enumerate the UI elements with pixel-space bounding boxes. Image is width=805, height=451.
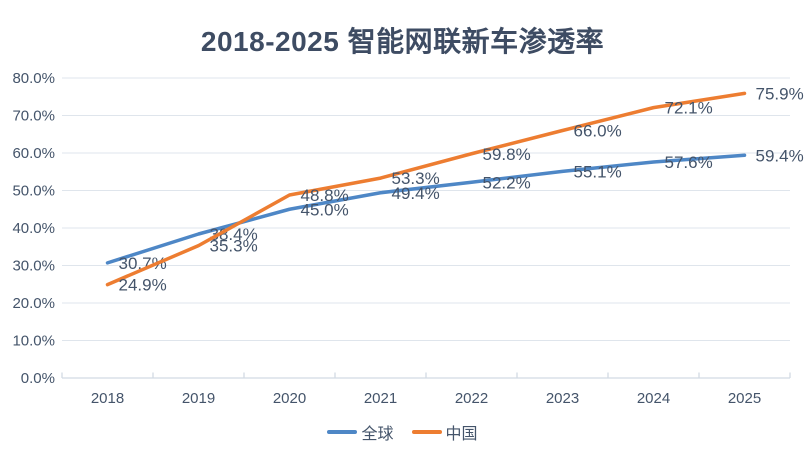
data-label: 24.9%	[119, 276, 167, 295]
series-line-china	[105, 91, 747, 287]
x-axis-tick-label: 2025	[728, 390, 761, 407]
y-axis-tick-label: 40.0%	[12, 220, 55, 237]
data-label: 38.4%	[210, 225, 258, 244]
data-label: 75.9%	[756, 84, 804, 103]
y-axis-tick-label: 70.0%	[12, 108, 55, 125]
y-axis-tick-label: 20.0%	[12, 295, 55, 312]
legend-swatch-global	[327, 430, 358, 434]
data-label: 30.7%	[119, 254, 167, 273]
series-line-global	[105, 153, 747, 265]
legend-item-global: 全球	[327, 420, 394, 444]
legend-swatch-china	[411, 430, 442, 434]
legend-label-global: 全球	[361, 426, 394, 443]
legend-item-china: 中国	[411, 420, 478, 444]
data-label: 66.0%	[574, 122, 622, 141]
chart-title: 2018-2025 智能网联新车渗透率	[200, 26, 605, 57]
legend: 全球 中国	[0, 420, 805, 444]
data-label: 55.1%	[574, 162, 622, 181]
y-axis-tick-label: 50.0%	[12, 183, 55, 200]
data-label: 59.8%	[483, 145, 531, 164]
x-axis-tick-label: 2020	[273, 390, 306, 407]
data-label: 57.6%	[665, 153, 713, 172]
data-label: 53.3%	[392, 169, 440, 188]
y-axis-tick-label: 10.0%	[12, 333, 55, 350]
data-label: 52.2%	[483, 173, 531, 192]
y-axis-tick-label: 80.0%	[12, 70, 55, 87]
y-axis-tick-label: 0.0%	[21, 370, 55, 387]
x-axis-tick-label: 2023	[546, 390, 579, 407]
y-axis-tick-label: 60.0%	[12, 145, 55, 162]
x-axis-tick-label: 2024	[637, 390, 670, 407]
data-label: 72.1%	[665, 99, 713, 118]
data-label: 45.0%	[301, 200, 349, 219]
data-label: 59.4%	[756, 146, 804, 165]
legend-label-china: 中国	[445, 426, 478, 443]
x-axis-tick-label: 2021	[364, 390, 397, 407]
y-axis-tick-label: 30.0%	[12, 258, 55, 275]
plot-area: 0.0% 10.0% 20.0% 30.0% 40.0% 50.0% 60.0% 70.0% 8…	[12, 70, 804, 407]
data-label: 35.3%	[210, 237, 258, 256]
x-axis-tick-label: 2022	[455, 390, 488, 407]
x-axis-tick-label: 2019	[182, 390, 215, 407]
data-label: 49.4%	[392, 184, 440, 203]
x-axis-tick-label: 2018	[91, 390, 124, 407]
data-label: 48.8%	[301, 186, 349, 205]
